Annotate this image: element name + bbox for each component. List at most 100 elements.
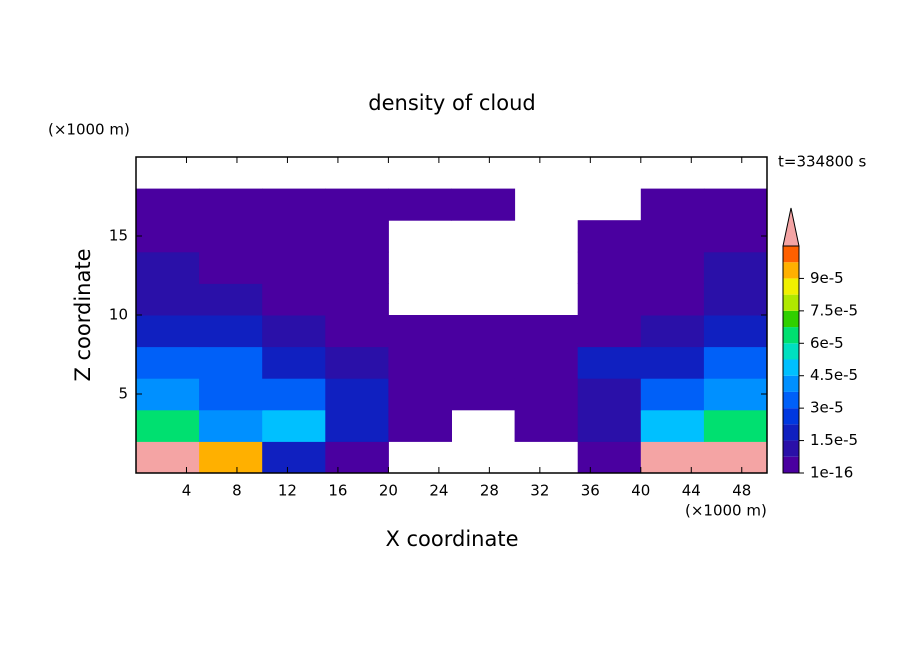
colorbar-tick-label: 1.5e-5: [810, 431, 858, 449]
contour-cell: [136, 346, 200, 379]
contour-cell: [703, 441, 767, 473]
contour-cell: [388, 315, 452, 348]
colorbar-frame: [782, 245, 800, 474]
contour-cell: [640, 378, 705, 411]
colorbar-segment: [783, 278, 799, 295]
contour-cell: [451, 315, 516, 348]
contour-cell: [136, 315, 200, 348]
y-tick-label: 10: [109, 306, 128, 324]
x-tick-label: 12: [278, 482, 297, 500]
contour-cell: [325, 283, 389, 316]
x-tick-label: 44: [682, 482, 701, 500]
x-unit: (×1000 m): [685, 502, 767, 520]
y-unit: (×1000 m): [48, 121, 130, 139]
colorbar-segment: [783, 310, 799, 328]
x-tick-label: 40: [631, 482, 650, 500]
contour-cell: [325, 188, 389, 221]
contour-cell: [199, 409, 263, 442]
colorbar-segment: [783, 456, 799, 473]
colorbar-segment: [783, 343, 799, 360]
contour-cell: [703, 315, 767, 348]
contour-cell: [262, 251, 326, 284]
x-axis-label: X coordinate: [385, 527, 518, 551]
contour-cell: [514, 315, 579, 348]
contour-cell: [199, 251, 263, 284]
contour-cell: [136, 251, 200, 284]
contour-cell: [640, 251, 705, 284]
contour-cell: [262, 315, 326, 348]
colorbar-segment: [783, 359, 799, 376]
contour-cell: [640, 283, 705, 316]
colorbar-tick-label: 1e-16: [810, 464, 853, 482]
y-tick-label: 15: [109, 227, 128, 245]
colorbar-segment: [783, 375, 799, 392]
contour-cell: [451, 188, 516, 221]
chart-title: density of cloud: [368, 91, 535, 115]
contour-cell: [325, 251, 389, 284]
contour-cell: [577, 378, 642, 411]
contour-cell: [514, 378, 579, 411]
contour-cell: [136, 188, 200, 221]
x-tick-label: 28: [480, 482, 499, 500]
colorbar-segment: [783, 262, 799, 279]
contour-cell: [199, 220, 263, 253]
contour-cell: [640, 409, 705, 442]
contour-cell: [640, 441, 705, 473]
contour-cell: [262, 188, 326, 221]
contour-cell: [325, 315, 389, 348]
contour-cell: [199, 283, 263, 316]
contour-cell: [136, 378, 200, 411]
contour-cell: [451, 346, 516, 379]
colorbar-segment: [783, 391, 799, 409]
contour-cell: [577, 315, 642, 348]
colorbar-tick-label: 6e-5: [810, 334, 844, 352]
contour-cell: [577, 220, 642, 253]
contour-field: [136, 188, 767, 473]
contour-cell: [262, 378, 326, 411]
contour-cell: [703, 188, 767, 221]
contour-cell: [262, 283, 326, 316]
contour-cell: [640, 346, 705, 379]
contour-cell: [703, 283, 767, 316]
contour-cell: [262, 441, 326, 473]
contour-cell: [136, 409, 200, 442]
contour-cell: [199, 188, 263, 221]
x-tick-label: 36: [581, 482, 600, 500]
x-tick-label: 48: [732, 482, 751, 500]
contour-cell: [136, 441, 200, 473]
contour-cell: [703, 220, 767, 253]
x-tick-label: 20: [379, 482, 398, 500]
y-tick-label: 5: [118, 385, 128, 403]
contour-cell: [577, 409, 642, 442]
contour-cell: [703, 346, 767, 379]
contour-cell: [514, 409, 579, 442]
contour-cell: [325, 220, 389, 253]
colorbar-segment: [783, 424, 799, 441]
colorbar-extend: [782, 207, 800, 247]
contour-cell: [388, 188, 452, 221]
colorbar-segment: [783, 246, 799, 263]
contour-cell: [325, 378, 389, 411]
contour-cell: [577, 441, 642, 473]
contour-cell: [451, 378, 516, 411]
contour-cell: [640, 188, 705, 221]
x-tick-label: 24: [429, 482, 448, 500]
contour-cell: [199, 315, 263, 348]
contour-cell: [577, 251, 642, 284]
contour-cell: [577, 283, 642, 316]
contour-cell: [514, 346, 579, 379]
contour-cell: [136, 283, 200, 316]
x-tick-label: 16: [328, 482, 347, 500]
contour-cell: [325, 409, 389, 442]
colorbar-segment: [783, 408, 799, 425]
contour-cell: [262, 409, 326, 442]
colorbar-tick-label: 3e-5: [810, 399, 844, 417]
colorbar-segment: [783, 440, 799, 457]
contour-cell: [199, 378, 263, 411]
x-tick-label: 32: [530, 482, 549, 500]
colorbar-tick-label: 9e-5: [810, 269, 844, 287]
y-axis-label: Z coordinate: [71, 248, 95, 381]
contour-cell: [136, 220, 200, 253]
colorbar-tick-label: 7.5e-5: [810, 301, 858, 319]
